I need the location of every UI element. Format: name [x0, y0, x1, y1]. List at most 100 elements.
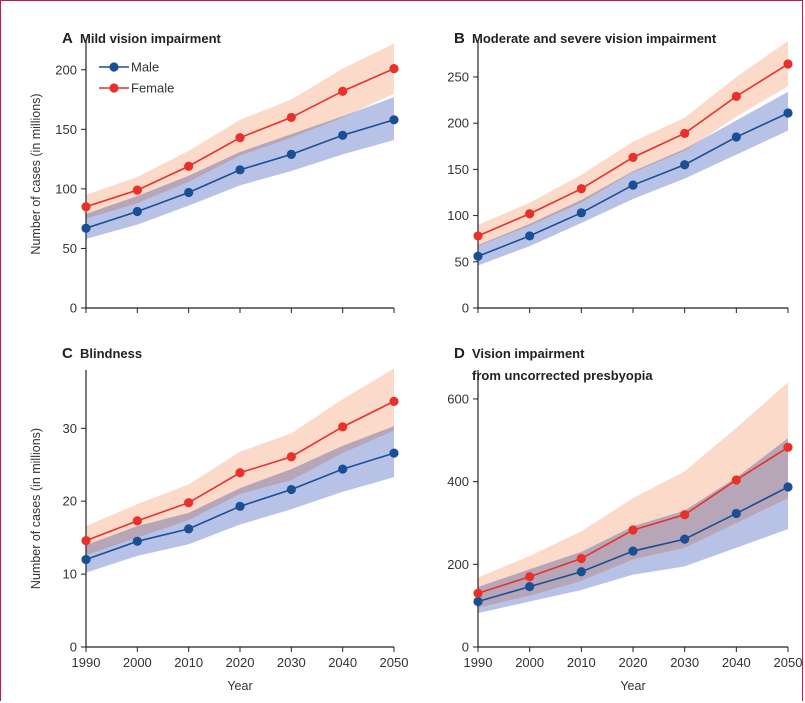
data-point-female [184, 498, 194, 508]
data-point-male [473, 596, 483, 607]
data-point-female [731, 475, 741, 485]
y-tick-label: 10 [63, 567, 77, 582]
data-point-male [389, 115, 399, 125]
y-tick-label: 200 [447, 557, 469, 572]
data-point-male [389, 448, 399, 458]
data-point-female [525, 572, 535, 582]
data-point-female [473, 588, 483, 598]
x-tick-label: 2020 [226, 655, 255, 670]
x-tick-label: 2040 [328, 655, 357, 670]
panel-title: Vision impairment [472, 346, 585, 361]
x-tick-label: 1990 [464, 655, 493, 670]
data-point-female [286, 112, 296, 123]
data-point-male [731, 508, 741, 519]
data-point-female [473, 231, 483, 241]
data-point-male [286, 484, 296, 495]
y-tick-label: 30 [63, 421, 77, 436]
panel-title: Moderate and severe vision impairment [472, 31, 717, 46]
data-point-female [132, 185, 142, 195]
data-point-female [576, 184, 586, 194]
panel-letter: B [454, 30, 465, 47]
y-tick-label: 400 [447, 474, 469, 489]
y-axis-label: Number of cases (in millions) [29, 428, 43, 589]
data-point-male [783, 108, 793, 118]
x-tick-label: 2010 [174, 655, 203, 670]
data-point-male [235, 165, 245, 175]
data-point-female [184, 161, 194, 171]
x-tick-label: 2050 [774, 655, 803, 670]
y-tick-label: 150 [55, 122, 77, 137]
y-tick-label: 150 [447, 162, 469, 177]
x-axis-label: Year [620, 679, 645, 693]
data-point-male [132, 536, 142, 546]
data-point-female [338, 422, 348, 432]
data-point-female [389, 63, 399, 74]
y-tick-label: 200 [55, 62, 77, 77]
panel-title: Blindness [80, 346, 142, 361]
legend-label-male: Male [131, 60, 159, 75]
data-point-female [81, 535, 91, 546]
data-point-male [680, 160, 690, 170]
data-point-male [184, 524, 194, 534]
chart-panel-a: 0 50 100 150 200 A Mild vision impairment Numbe… [29, 30, 399, 316]
data-point-male [81, 554, 91, 565]
data-point-female [783, 59, 793, 69]
frame-bottom-gap [1, 696, 802, 703]
uncertainty-band-male [478, 91, 788, 266]
x-tick-label: 2040 [722, 655, 751, 670]
data-point-female [132, 516, 142, 526]
x-axis-label: Year [227, 679, 252, 693]
x-tick-label: 2000 [123, 655, 152, 670]
data-point-male [783, 482, 793, 492]
data-point-female [525, 209, 535, 219]
data-point-male [680, 534, 690, 544]
data-point-female [338, 86, 348, 96]
legend: Male Female [99, 60, 174, 96]
data-point-female [680, 128, 690, 138]
data-point-female [783, 442, 793, 452]
chart-panel-d: 0 200 400 600 1990 2000 2010 2020 2030 2040 2050 D V… [447, 345, 802, 693]
data-point-male [81, 223, 91, 233]
uncertainty-band-female [86, 368, 394, 556]
y-tick-label: 0 [462, 640, 469, 655]
y-tick-label: 0 [70, 301, 77, 316]
data-point-male [235, 501, 245, 511]
panel-letter: A [62, 30, 73, 47]
data-point-female [235, 468, 245, 478]
x-tick-label: 2010 [567, 655, 596, 670]
legend-item-female: Female [99, 81, 174, 96]
y-tick-label: 100 [447, 208, 469, 223]
data-point-male [576, 567, 586, 577]
y-tick-label: 0 [70, 640, 77, 655]
y-tick-label: 50 [455, 254, 469, 269]
data-point-female [576, 553, 586, 564]
y-tick-label: 200 [447, 116, 469, 131]
data-point-male [338, 464, 348, 474]
legend-item-male: Male [99, 60, 159, 75]
y-tick-label: 600 [447, 391, 469, 406]
x-tick-label: 2020 [619, 655, 648, 670]
data-point-male [473, 251, 483, 261]
y-tick-label: 50 [63, 241, 77, 256]
panel-title-line2: from uncorrected presbyopia [472, 368, 653, 383]
data-point-male [576, 208, 586, 218]
uncertainty-band-female [478, 382, 788, 608]
data-point-male [184, 187, 194, 198]
data-point-female [286, 452, 296, 462]
data-point-female [81, 202, 91, 212]
data-point-male [286, 149, 296, 159]
data-point-male [628, 546, 638, 556]
uncertainty-band-female [86, 43, 394, 219]
data-point-male [628, 180, 638, 190]
legend-marker-male [109, 62, 119, 72]
y-tick-label: 20 [63, 494, 77, 509]
panel-letter: D [454, 345, 465, 362]
legend-marker-female [109, 83, 119, 93]
x-tick-label: 2030 [670, 655, 699, 670]
data-point-male [731, 132, 741, 142]
data-point-male [525, 231, 535, 241]
legend-label-female: Female [131, 81, 174, 96]
panel-letter: C [62, 345, 73, 362]
